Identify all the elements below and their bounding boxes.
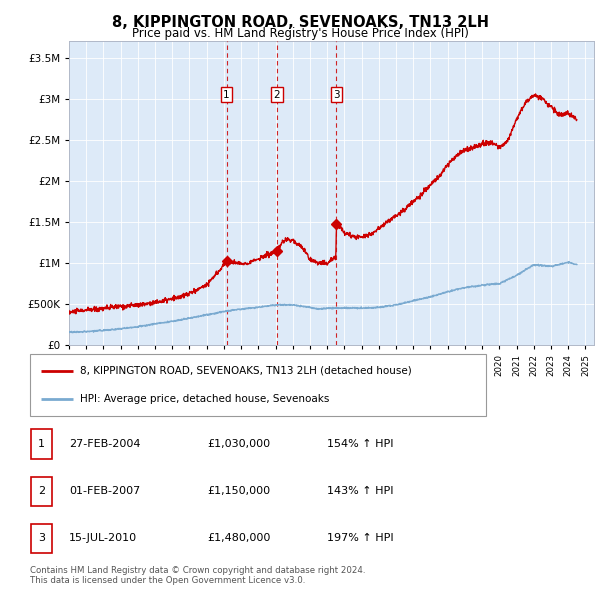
FancyBboxPatch shape <box>31 477 52 506</box>
Text: 27-FEB-2004: 27-FEB-2004 <box>69 439 140 449</box>
Text: 2: 2 <box>38 486 45 496</box>
Text: Contains HM Land Registry data © Crown copyright and database right 2024.
This d: Contains HM Land Registry data © Crown c… <box>30 566 365 585</box>
Text: Price paid vs. HM Land Registry's House Price Index (HPI): Price paid vs. HM Land Registry's House … <box>131 27 469 40</box>
Text: £1,030,000: £1,030,000 <box>207 439 270 449</box>
Text: 8, KIPPINGTON ROAD, SEVENOAKS, TN13 2LH: 8, KIPPINGTON ROAD, SEVENOAKS, TN13 2LH <box>112 15 488 30</box>
Text: 01-FEB-2007: 01-FEB-2007 <box>69 486 140 496</box>
Text: 1: 1 <box>38 439 45 449</box>
Text: 3: 3 <box>333 90 340 100</box>
FancyBboxPatch shape <box>31 524 52 553</box>
FancyBboxPatch shape <box>30 354 486 416</box>
Text: £1,150,000: £1,150,000 <box>207 486 270 496</box>
Text: 3: 3 <box>38 533 45 543</box>
Text: £1,480,000: £1,480,000 <box>207 533 271 543</box>
Text: 8, KIPPINGTON ROAD, SEVENOAKS, TN13 2LH (detached house): 8, KIPPINGTON ROAD, SEVENOAKS, TN13 2LH … <box>80 366 412 376</box>
Text: 143% ↑ HPI: 143% ↑ HPI <box>327 486 394 496</box>
Text: 197% ↑ HPI: 197% ↑ HPI <box>327 533 394 543</box>
Text: HPI: Average price, detached house, Sevenoaks: HPI: Average price, detached house, Seve… <box>80 394 329 404</box>
Text: 154% ↑ HPI: 154% ↑ HPI <box>327 439 394 449</box>
Text: 1: 1 <box>223 90 230 100</box>
FancyBboxPatch shape <box>31 430 52 458</box>
Text: 15-JUL-2010: 15-JUL-2010 <box>69 533 137 543</box>
Text: 2: 2 <box>274 90 280 100</box>
